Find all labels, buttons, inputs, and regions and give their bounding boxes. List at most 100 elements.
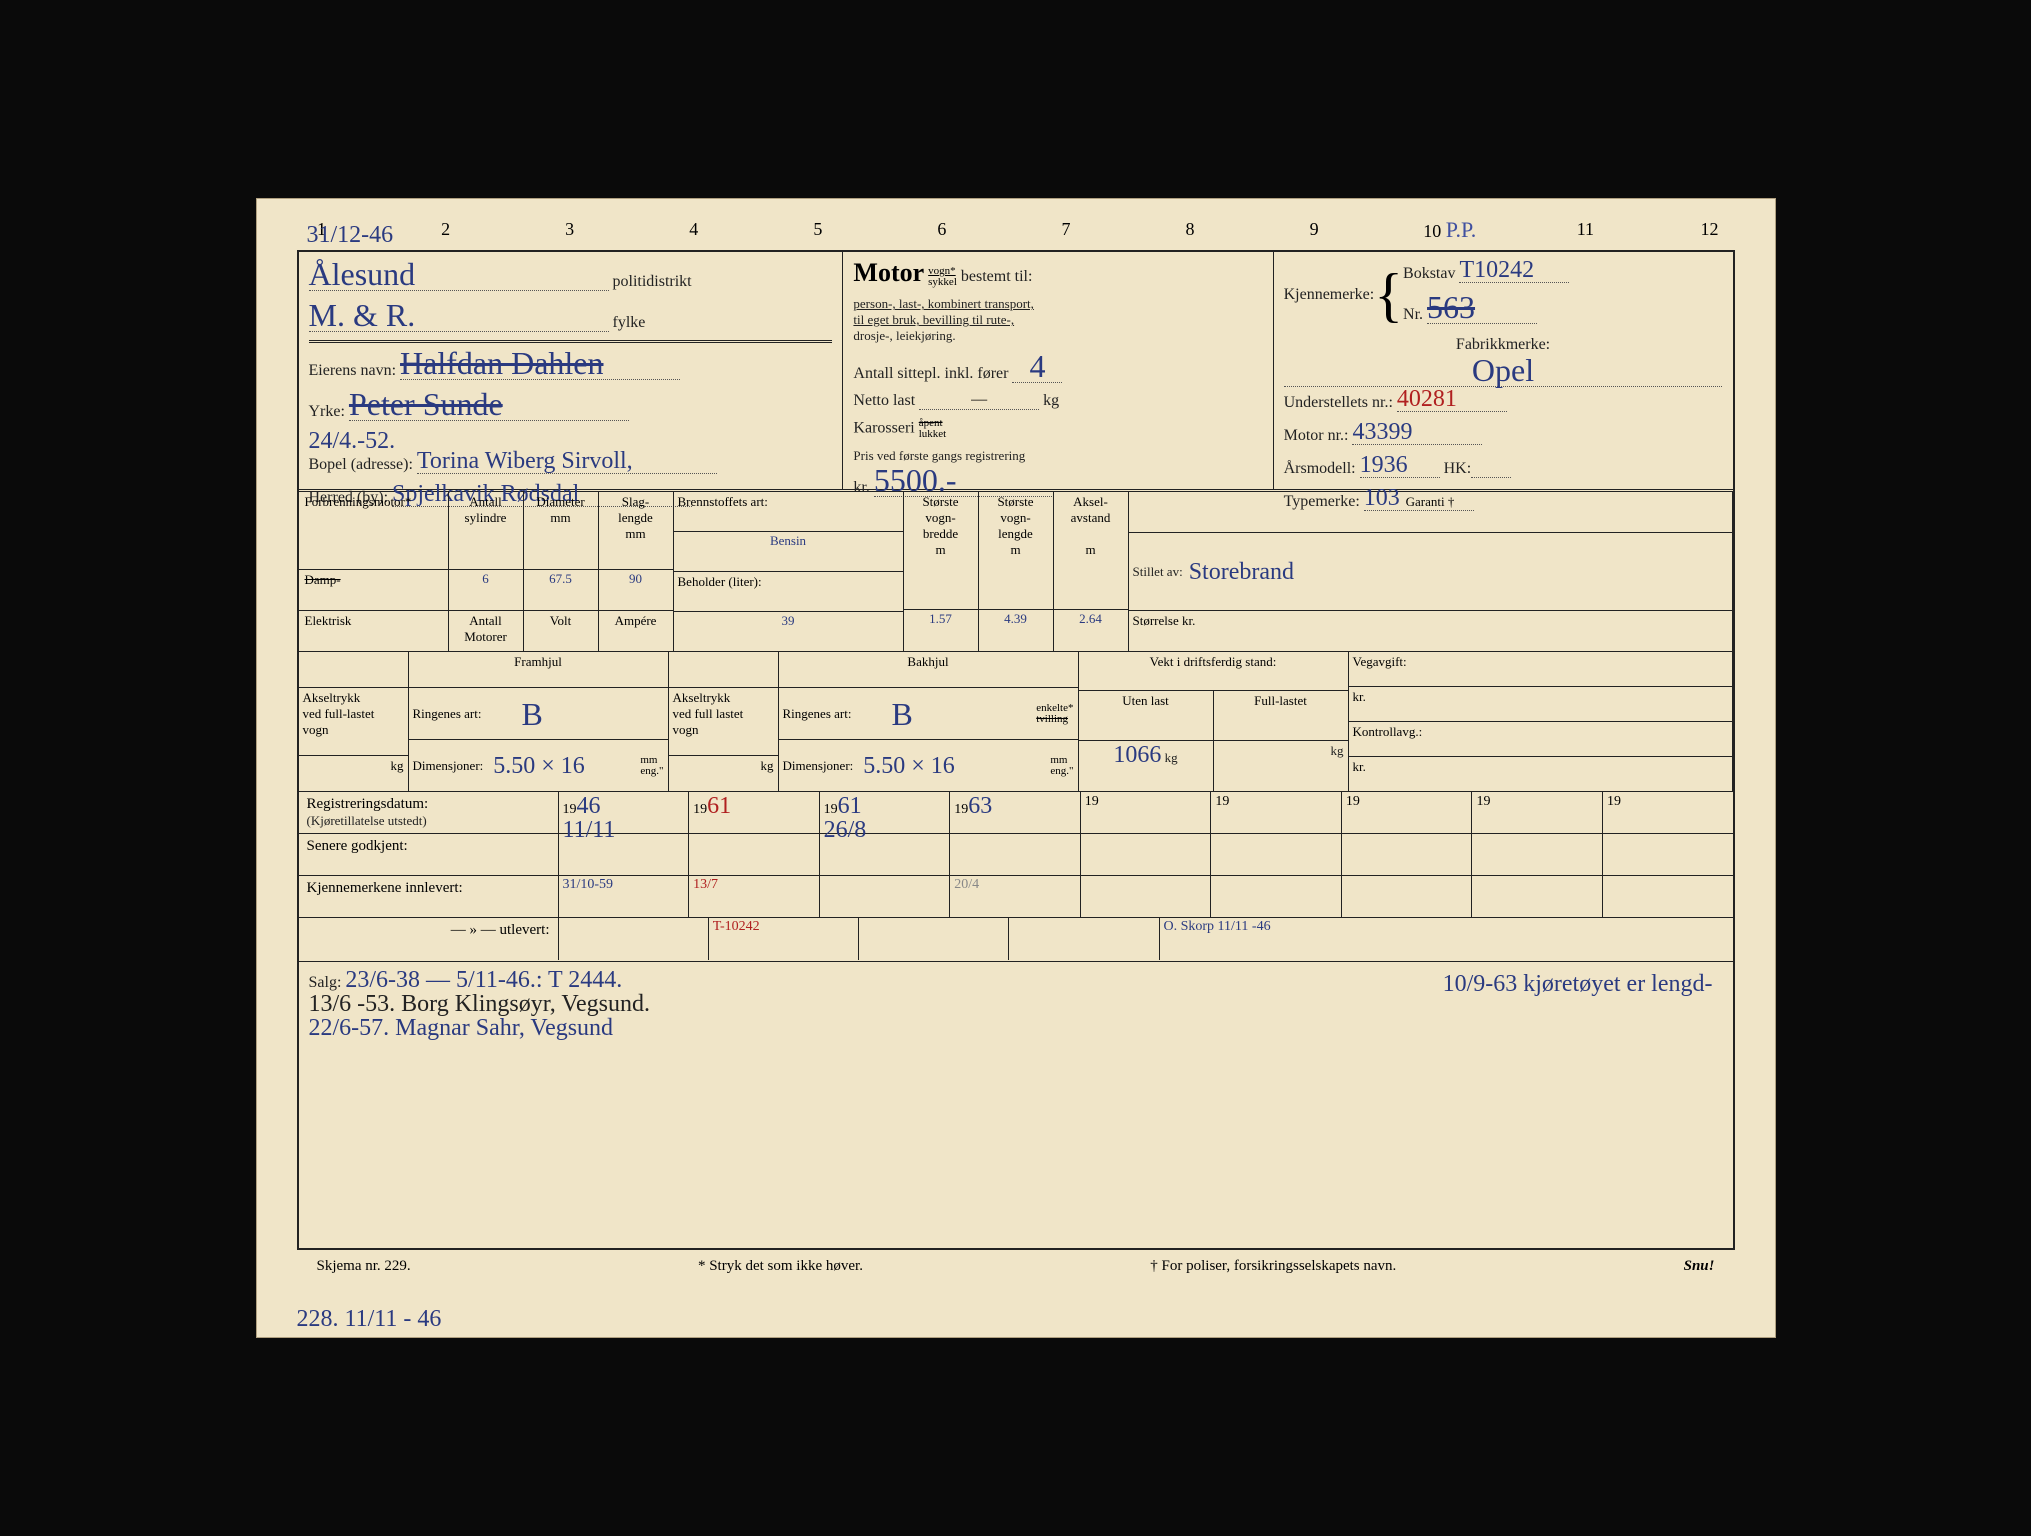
dim-rear-value: 5.50 × 16 [863, 754, 955, 778]
top-section: Ålesund politidistrikt M. & R. fylke Eie… [299, 252, 1733, 492]
motor-bestemt: bestemt til: [961, 268, 1033, 285]
date3-3: 20/4 [950, 876, 1081, 917]
fylke-label: fylke [613, 314, 646, 331]
arsmodell-label: Årsmodell: [1284, 460, 1356, 477]
slag-value: 90 [599, 570, 674, 611]
kg-rear: kg [669, 756, 779, 791]
ruler-scale: 1 2 3 4 5 6 7 8 9 10 P.P. 11 12 [297, 219, 1735, 250]
eier-label: Eierens navn: [309, 362, 397, 379]
salg-section: Salg: 23/6-38 — 5/11-46.: T 2444. 13/6 -… [299, 962, 1733, 1248]
stryk-note: * Stryk det som ikke høver. [698, 1258, 863, 1275]
ruler-12: 12 [1694, 219, 1724, 242]
bokstav-label: Bokstav [1403, 265, 1455, 282]
poliser-note: † For poliser, forsikringsselskapets nav… [1150, 1258, 1396, 1275]
ruler-8: 8 [1175, 219, 1205, 242]
antmot-label: Antall Motorer [449, 611, 524, 651]
aksel-label: Aksel- avstand m [1054, 492, 1129, 610]
motor-title: Motor [853, 258, 924, 287]
ruler-10: 10 [1423, 221, 1441, 241]
corner-date-topleft: 31/12-46 [307, 223, 394, 247]
salg-right: 10/9-63 kjøretøyet er lengd- [1443, 972, 1713, 996]
motornr-value: 43399 [1352, 420, 1482, 445]
eier-strike: Peter Sunde [349, 388, 629, 421]
nr-value: 563 [1427, 291, 1537, 324]
volt-label: Volt [524, 611, 599, 651]
ringenes-rear-label: Ringenes art: [783, 706, 852, 722]
bredde-value: 1.57 [904, 610, 979, 652]
engine-section: Forbrenningsmotor* Damp- Elektrisk Antal… [299, 492, 1733, 652]
reg-label: Registreringsdatum: [307, 796, 429, 812]
salg-line3: 22/6-57. Magnar Sahr, Vegsund [309, 1015, 614, 1041]
year-0: 46 [577, 793, 601, 819]
ruler-11: 11 [1570, 219, 1600, 242]
reg-sub: (Kjøretillatelse utstedt) [307, 813, 427, 828]
framhjul-label: Framhjul [409, 652, 669, 688]
ruler-2: 2 [431, 219, 461, 242]
salg-line2: 13/6 -53. Borg Klingsøyr, Vegsund. [309, 991, 651, 1017]
sittepl-value: 4 [1012, 350, 1062, 383]
motor-line2: til eget bruk, bevilling til rute-, [853, 312, 1014, 327]
ringenes-front-label: Ringenes art: [413, 706, 482, 722]
ruler-6: 6 [927, 219, 957, 242]
motor-line1: person-, last-, kombinert transport, [853, 296, 1034, 311]
senere-label: Senere godkjent: [299, 834, 559, 875]
dim-front-label: Dimensjoner: [413, 758, 484, 774]
uten-value: 1066 [1113, 742, 1161, 768]
beholder-value: 39 [674, 612, 904, 651]
antsyl-label: Antall sylindre [449, 492, 524, 570]
kjennemerke-block: Kjennemerke: { Bokstav T10242 Nr. 563 Fa… [1274, 252, 1733, 489]
ruler-5: 5 [803, 219, 833, 242]
year-2: 61 [838, 793, 862, 819]
ruler-9: 9 [1299, 219, 1329, 242]
politidistrikt-label: politidistrikt [613, 273, 692, 290]
ringenes-rear-value: B [891, 698, 912, 730]
bopel-label: Bopel (adresse): [309, 456, 413, 473]
salg-label: Salg: [309, 974, 342, 991]
stillet-value: Storebrand [1189, 560, 1294, 584]
motornr-label: Motor nr.: [1284, 427, 1349, 444]
slag-label: Slag- lengde mm [599, 492, 674, 570]
ringenes-front-value: B [521, 698, 542, 730]
form-frame: Ålesund politidistrikt M. & R. fylke Eie… [297, 250, 1735, 1250]
motor-block: Motor vogn*sykkel bestemt til: person-, … [843, 252, 1273, 489]
aksel-value: 2.64 [1054, 610, 1129, 652]
corner-date-bottomleft: 228. 11/11 - 46 [297, 1307, 442, 1331]
kg-front: kg [299, 756, 409, 791]
bopel-value: Torina Wiberg Sirvoll, [417, 449, 717, 474]
ruler-4: 4 [679, 219, 709, 242]
dim-rear-label: Dimensjoner: [783, 758, 854, 774]
yrke-label: Yrke: [309, 403, 345, 420]
understell-value: 40281 [1397, 387, 1507, 412]
brennstoff-value: Bensin [674, 532, 904, 572]
damp-label: Damp- [299, 570, 449, 611]
karosseri-label: Karosseri [853, 420, 914, 437]
antsyl-value: 6 [449, 570, 524, 611]
lengde-value: 4.39 [979, 610, 1054, 652]
ruler-7: 7 [1051, 219, 1081, 242]
uten-label: Uten last [1079, 691, 1214, 741]
full-label: Full-lastet [1214, 691, 1349, 741]
lengde-label: Største vogn- lengde m [979, 492, 1054, 610]
netto-label: Netto last [853, 392, 915, 409]
date3-0: 31/10-59 [559, 876, 690, 917]
date4-note: O. Skorp 11/11 -46 [1160, 918, 1733, 960]
registration-card: 31/12-46 1 2 3 4 5 6 7 8 9 10 P.P. 11 12… [256, 198, 1776, 1338]
kr2: kr. [1349, 757, 1733, 791]
district-owner-block: Ålesund politidistrikt M. & R. fylke Eie… [299, 252, 844, 489]
akseltrykk-front-label: Akseltrykk ved full-lastet vogn [299, 688, 409, 756]
akseltrykk-rear-label: Akseltrykk ved full lastet vogn [669, 688, 779, 756]
arsmodell-value: 1936 [1360, 453, 1440, 478]
hk-label: HK: [1444, 460, 1472, 477]
innlevert-label: Kjennemerkene innlevert: [299, 876, 559, 917]
garanti-label: Garanti † [1129, 492, 1733, 533]
bokstav-value: T10242 [1459, 258, 1569, 283]
nr-label: Nr. [1403, 306, 1423, 323]
beholder-label: Beholder (liter): [674, 572, 904, 612]
snu: Snu! [1684, 1258, 1715, 1275]
netto-unit: kg [1043, 392, 1059, 409]
brennstoff-label: Brennstoffets art: [674, 492, 904, 532]
dim-front-value: 5.50 × 16 [493, 754, 585, 778]
year-1: 61 [707, 793, 731, 819]
ampere-label: Ampére [599, 611, 674, 651]
utlevert-label: utlevert: [500, 922, 550, 938]
